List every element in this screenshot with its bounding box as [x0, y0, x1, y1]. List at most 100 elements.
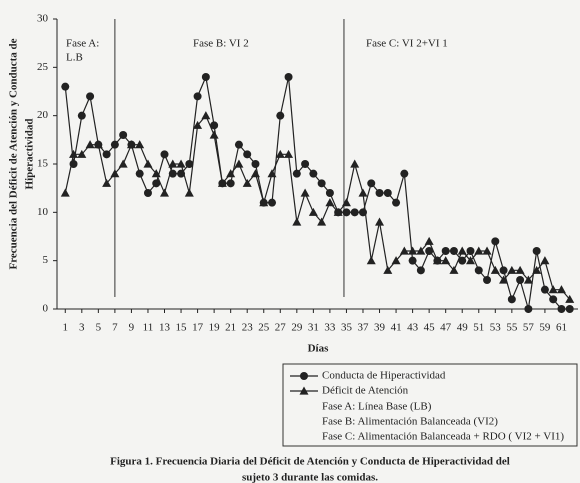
marker	[342, 208, 351, 217]
phase-label: Fase C: VI 2+VI 1	[366, 38, 448, 50]
marker	[367, 179, 376, 188]
marker	[317, 179, 326, 188]
marker	[60, 188, 70, 197]
caption: sujeto 3 durante las comidas.	[242, 472, 378, 483]
marker	[483, 276, 492, 284]
x-tick-label: 39	[374, 322, 386, 334]
marker	[242, 178, 252, 187]
x-tick-label: 27	[275, 322, 287, 334]
marker	[77, 111, 86, 120]
marker	[160, 150, 169, 159]
marker	[350, 159, 360, 168]
marker	[540, 285, 549, 294]
x-tick-label: 21	[225, 322, 236, 334]
marker	[210, 121, 219, 130]
phase-label: Fase B: VI 2	[193, 38, 249, 50]
marker	[69, 149, 79, 158]
marker	[201, 111, 211, 120]
x-tick-label: 53	[490, 322, 502, 334]
x-axis-title: Días	[308, 343, 330, 355]
marker	[193, 92, 202, 101]
marker	[152, 179, 161, 188]
marker	[93, 140, 103, 149]
x-tick-label: 51	[473, 322, 484, 334]
marker	[416, 246, 426, 255]
x-tick-label: 37	[357, 322, 369, 334]
marker	[160, 188, 170, 197]
y-axis-title: Hiperactividad	[24, 119, 36, 190]
y-tick-label: 30	[37, 13, 49, 25]
marker	[441, 256, 451, 265]
marker	[474, 266, 483, 275]
marker	[110, 140, 119, 149]
marker	[432, 256, 442, 265]
y-tick-label: 10	[37, 206, 49, 218]
marker	[259, 198, 269, 207]
x-tick-label: 45	[424, 322, 436, 334]
marker	[449, 247, 458, 255]
marker	[490, 265, 500, 274]
marker	[135, 140, 145, 149]
marker	[276, 111, 285, 120]
marker	[268, 198, 277, 207]
marker	[234, 140, 243, 149]
marker	[292, 169, 301, 178]
marker	[400, 169, 409, 178]
marker	[457, 246, 467, 255]
marker	[465, 256, 475, 265]
marker	[86, 92, 95, 101]
marker	[135, 169, 144, 178]
x-tick-label: 59	[539, 322, 551, 334]
x-tick-label: 43	[407, 322, 419, 334]
marker	[375, 189, 384, 197]
marker	[540, 256, 550, 265]
marker	[557, 305, 566, 313]
marker	[119, 131, 128, 139]
marker	[243, 150, 252, 159]
marker	[416, 266, 425, 275]
marker	[408, 256, 417, 265]
marker	[408, 246, 418, 255]
x-tick-label: 31	[308, 322, 319, 334]
legend-label: Déficit de Atención	[322, 385, 409, 397]
marker	[77, 149, 87, 158]
x-tick-label: 49	[457, 322, 469, 334]
marker	[458, 256, 467, 265]
x-tick-label: 13	[159, 322, 171, 334]
marker	[118, 159, 128, 168]
marker	[532, 247, 541, 255]
x-tick-label: 19	[209, 322, 221, 334]
marker	[333, 207, 343, 216]
y-tick-label: 15	[37, 158, 49, 170]
x-tick-label: 41	[391, 322, 402, 334]
marker	[532, 265, 542, 274]
marker	[226, 179, 235, 188]
marker	[185, 160, 194, 168]
y-tick-label: 25	[37, 61, 49, 73]
x-tick-label: 25	[258, 322, 270, 334]
x-tick-label: 29	[291, 322, 303, 334]
marker	[226, 169, 236, 178]
marker	[300, 188, 310, 197]
y-tick-label: 0	[43, 303, 49, 315]
marker	[466, 247, 475, 255]
y-tick-label: 5	[43, 254, 49, 266]
marker	[565, 305, 574, 313]
marker	[308, 207, 318, 216]
x-tick-label: 35	[341, 322, 353, 334]
legend-note: Fase B: Alimentación Balanceada (VI2)	[322, 416, 498, 428]
marker	[143, 189, 152, 197]
marker	[350, 208, 359, 217]
marker	[482, 246, 492, 255]
legend-marker	[299, 386, 309, 395]
marker	[391, 256, 401, 265]
marker	[556, 285, 566, 294]
x-tick-label: 9	[129, 322, 135, 334]
marker	[499, 266, 508, 275]
marker	[201, 73, 210, 81]
marker	[251, 160, 260, 168]
marker	[110, 169, 120, 178]
marker	[565, 294, 575, 303]
marker	[61, 82, 70, 91]
marker	[102, 178, 112, 187]
